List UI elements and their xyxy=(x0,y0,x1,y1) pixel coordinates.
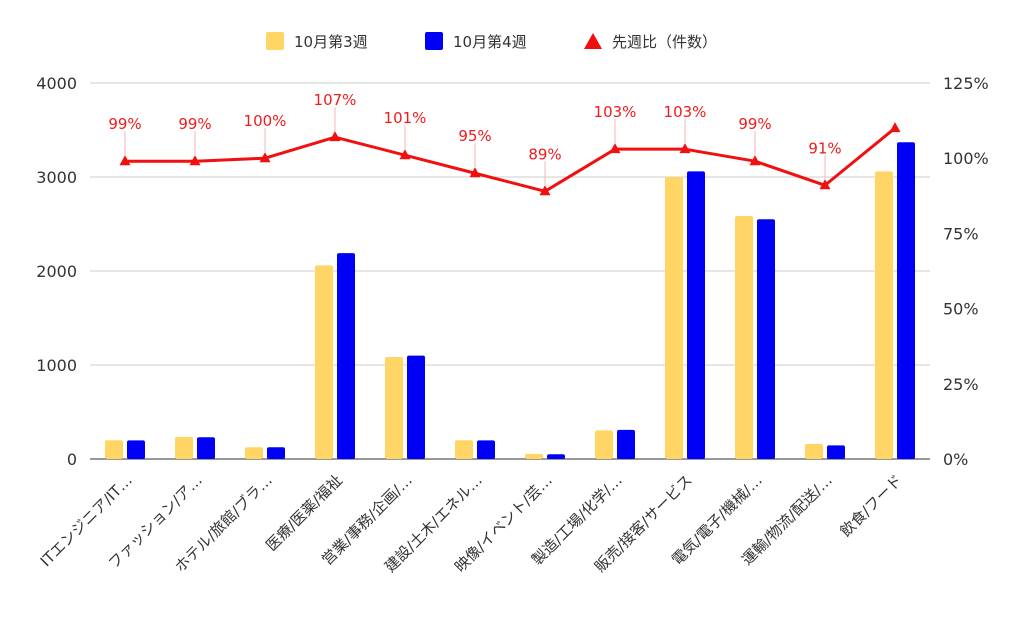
bar-week4 xyxy=(617,429,635,459)
bar-week3 xyxy=(105,440,123,459)
left-tick-label: 2000 xyxy=(36,262,77,281)
bar-week4 xyxy=(897,142,915,459)
bar-week3 xyxy=(175,436,193,459)
ratio-data-label: 89% xyxy=(528,145,561,163)
ratio-marker xyxy=(609,143,621,154)
bar-week3 xyxy=(385,357,403,459)
legend-triangle-icon xyxy=(584,33,602,49)
left-tick-label: 3000 xyxy=(36,168,77,187)
ratio-marker xyxy=(539,185,551,196)
right-tick-label: 0% xyxy=(943,450,968,469)
bar-week4 xyxy=(267,447,285,459)
right-tick-label: 75% xyxy=(943,224,979,243)
right-tick-label: 50% xyxy=(943,300,979,319)
legend: 10月第3週 10月第4週 先週比（件数） xyxy=(266,32,717,51)
bar-week3 xyxy=(595,430,613,459)
ratio-marker xyxy=(259,152,271,163)
ratio-marker xyxy=(749,155,761,166)
legend-label: 10月第3週 xyxy=(294,33,368,51)
ratio-data-label: 107% xyxy=(314,91,357,109)
bar-week3 xyxy=(525,453,543,459)
ratio-marker xyxy=(889,122,901,133)
ratio-data-label: 99% xyxy=(738,115,771,133)
ratio-data-label: 99% xyxy=(178,115,211,133)
legend-label: 10月第4週 xyxy=(453,33,527,51)
ratio-marker xyxy=(189,155,201,166)
ratio-marker xyxy=(469,167,481,178)
left-tick-label: 4000 xyxy=(36,74,77,93)
bar-week3 xyxy=(315,265,333,459)
legend-swatch xyxy=(425,32,443,50)
ratio-line: 99% 99% 100% 107% 101% 95% 89% 103% 103% 99% 91% xyxy=(108,91,901,196)
ratio-marker xyxy=(819,179,831,190)
bar-week3 xyxy=(665,177,683,459)
bar-week4 xyxy=(127,440,145,459)
ratio-data-label: 103% xyxy=(664,103,707,121)
bar-week3 xyxy=(455,440,473,459)
ratio-data-label: 91% xyxy=(808,139,841,157)
x-axis-categories: ITエンジニア/IT…ファッション/ア…ホテル/旅館/ブラ…医療/医薬/福祉営業… xyxy=(37,471,906,576)
bar-week4 xyxy=(477,440,495,459)
ratio-marker xyxy=(679,143,691,154)
category-label: 飲食/フード xyxy=(836,471,905,540)
ratio-marker xyxy=(119,155,131,166)
bar-week4 xyxy=(757,219,775,459)
bar-week4 xyxy=(547,454,565,459)
right-tick-label: 100% xyxy=(943,149,989,168)
bar-week4 xyxy=(337,253,355,459)
right-y-axis: 0% 25% 50% 75% 100% 125% xyxy=(943,74,989,469)
ratio-data-label: 101% xyxy=(384,109,427,127)
ratio-data-label: 99% xyxy=(108,115,141,133)
legend-label: 先週比（件数） xyxy=(612,33,717,51)
left-tick-label: 1000 xyxy=(36,356,77,375)
ratio-marker xyxy=(399,149,411,160)
legend-swatch xyxy=(266,32,284,50)
bar-week4 xyxy=(687,171,705,460)
ratio-data-label: 100% xyxy=(244,112,287,130)
bar-week3 xyxy=(805,443,823,459)
left-tick-label: 0 xyxy=(67,450,77,469)
gridlines xyxy=(90,82,930,460)
left-y-axis: 0 1000 2000 3000 4000 xyxy=(36,74,77,469)
ratio-data-label: 95% xyxy=(458,127,491,145)
bar-week3 xyxy=(735,216,753,459)
bar-week3 xyxy=(875,171,893,460)
right-tick-label: 25% xyxy=(943,375,979,394)
ratio-marker xyxy=(329,131,341,142)
bar-week4 xyxy=(827,445,845,459)
bar-week3 xyxy=(245,447,263,459)
bar-week4 xyxy=(197,437,215,459)
bars xyxy=(105,142,915,460)
right-tick-label: 125% xyxy=(943,74,989,93)
ratio-data-label: 103% xyxy=(594,103,637,121)
ratio-line-path xyxy=(125,126,896,193)
bar-week4 xyxy=(407,355,425,459)
